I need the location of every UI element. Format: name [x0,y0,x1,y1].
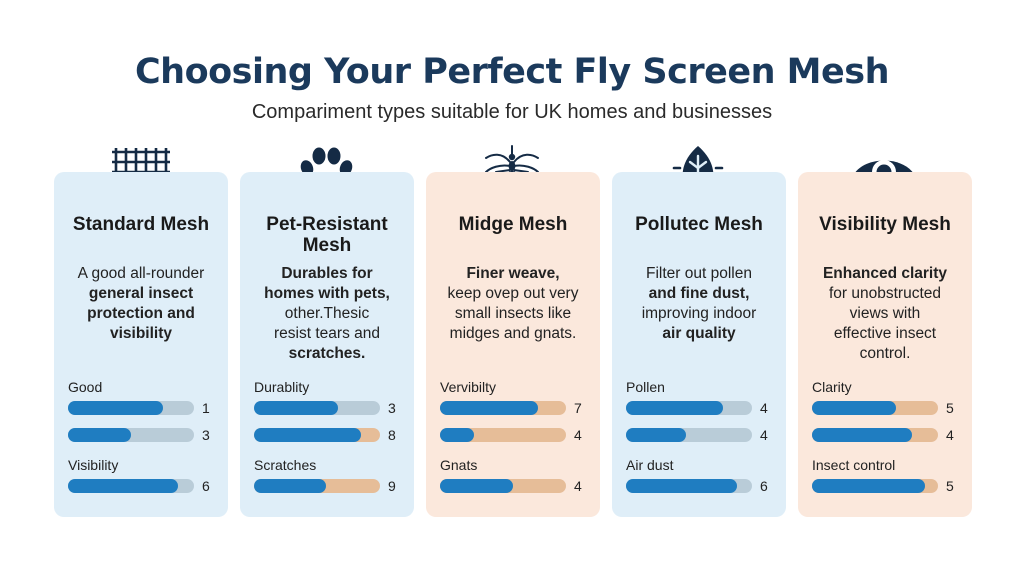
metric-bar [812,479,938,493]
metric-bar-fill [440,428,475,442]
metric-value: 9 [388,478,396,494]
metric-value: 4 [760,400,768,416]
card-title: Pollutec Mesh [635,214,763,235]
metric-bar-fill [440,401,539,415]
metric-value: 4 [574,478,582,494]
metric-value: 5 [946,400,954,416]
page-subtitle: Compariment types suitable for UK homes … [251,101,773,123]
metric-value: 4 [946,427,954,443]
card-title: Midge Mesh [458,214,568,235]
metric-bar-fill [68,479,178,493]
metric-value: 6 [760,478,768,494]
metric-bar [812,401,938,415]
metric-label: Clarity [812,379,852,395]
metric-label: Air dust [626,457,674,473]
metric-value: 4 [760,427,768,443]
metric-bar [254,479,380,493]
metric-bar [626,401,752,415]
metric-label: Gnats [440,457,478,473]
metric-label: Good [68,379,103,395]
metric-bar [68,401,194,415]
metric-label: Durablity [254,379,310,395]
metric-bar [440,428,566,442]
metric-bar [68,428,194,442]
metric-value: 8 [388,427,396,443]
metric-bar-fill [812,479,926,493]
card-title: Standard Mesh [72,214,210,235]
metric-bar-fill [68,401,163,415]
metric-bar [254,401,380,415]
card-description: A good all-rounder general insect protec… [77,265,205,342]
metric-label: Vervibilty [440,379,497,395]
metric-bar-fill [440,479,514,493]
metric-bar [626,479,752,493]
metric-bar [440,479,566,493]
card-title: Pet-Resistant Mesh [266,214,388,256]
metric-bar-fill [254,479,326,493]
metric-bar [626,428,752,442]
metric-value: 1 [202,400,210,416]
metric-value: 3 [388,400,396,416]
card-description: Finer weave, keep ovep out very small in… [447,265,579,342]
metric-label: Visibility [68,457,119,473]
card-visibility-mesh: Visibility Mesh Enhanced clarity for uno… [798,172,972,517]
card-pet-resistant-mesh: Pet-Resistant Mesh Durables for homes wi… [240,172,414,517]
metric-bar-fill [254,401,339,415]
metric-bar [68,479,194,493]
card-standard-mesh: Standard Mesh A good all-rounder general… [54,172,228,517]
metric-label: Pollen [626,379,665,395]
metric-bar-fill [626,479,737,493]
metric-bar-fill [812,428,912,442]
metric-value: 7 [574,400,582,416]
metric-value: 4 [574,427,582,443]
metric-value: 3 [202,427,210,443]
metric-bar [254,428,380,442]
metric-bar [440,401,566,415]
card-description: Durables for homes with pets, other.Thes… [264,265,390,362]
card-description: Filter out pollen and fine dust, improvi… [641,265,757,342]
card-title: Visibility Mesh [819,214,951,235]
metric-label: Scratches [254,457,317,473]
metric-bar-fill [626,428,687,442]
metric-bar-fill [626,401,724,415]
metric-bar [812,428,938,442]
metric-bar-fill [812,401,897,415]
card-description: Enhanced clarity for unobstructed views … [822,265,948,362]
metric-bar-fill [68,428,131,442]
card-midge-mesh: Midge Mesh Finer weave, keep ovep out ve… [426,172,600,517]
metric-value: 5 [946,478,954,494]
card-pollutec-mesh: Pollutec Mesh Filter out pollen and fine… [612,172,786,517]
metric-label: Insect control [812,457,896,473]
page-title: Choosing Your Perfect Fly Screen Mesh [134,52,890,92]
metric-value: 6 [202,478,210,494]
metric-bar-fill [254,428,362,442]
